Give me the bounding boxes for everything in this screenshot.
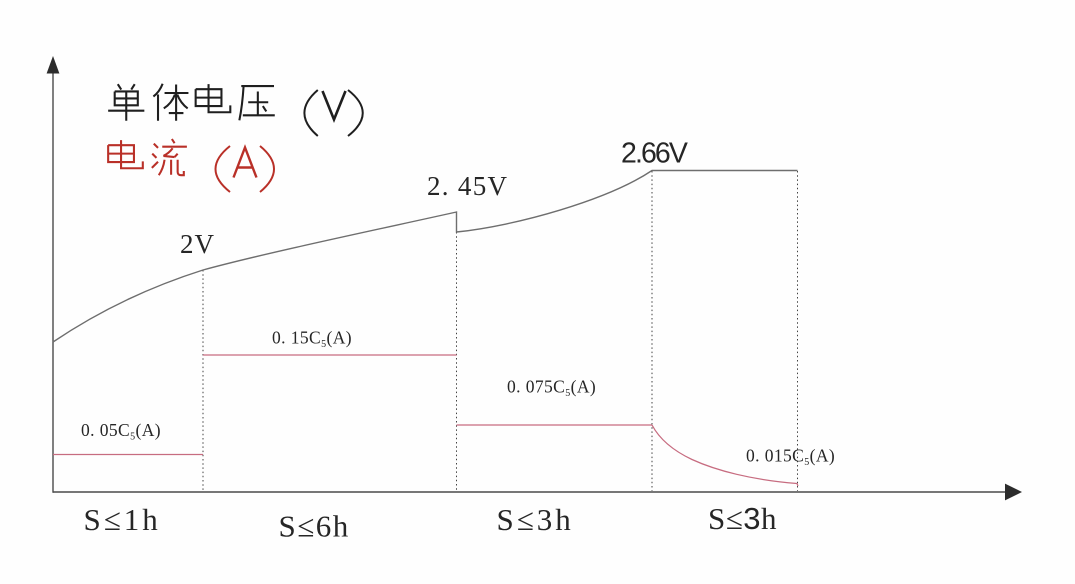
svg-text:2. 45V: 2. 45V [427, 171, 508, 201]
svg-text:0. 075C5(A): 0. 075C5(A) [507, 377, 596, 400]
svg-text:S≤3h: S≤3h [708, 501, 777, 536]
svg-text:2V: 2V [180, 229, 215, 259]
svg-text:S≤3h: S≤3h [497, 502, 574, 537]
svg-text:0. 15C5(A): 0. 15C5(A) [272, 328, 352, 351]
svg-text:0. 015C5(A): 0. 015C5(A) [746, 446, 835, 469]
svg-text:0. 05C5(A): 0. 05C5(A) [81, 420, 161, 443]
svg-text:S≤1h: S≤1h [84, 502, 161, 537]
svg-text:2.66V: 2.66V [621, 138, 688, 170]
svg-text:S≤6h: S≤6h [279, 509, 350, 544]
